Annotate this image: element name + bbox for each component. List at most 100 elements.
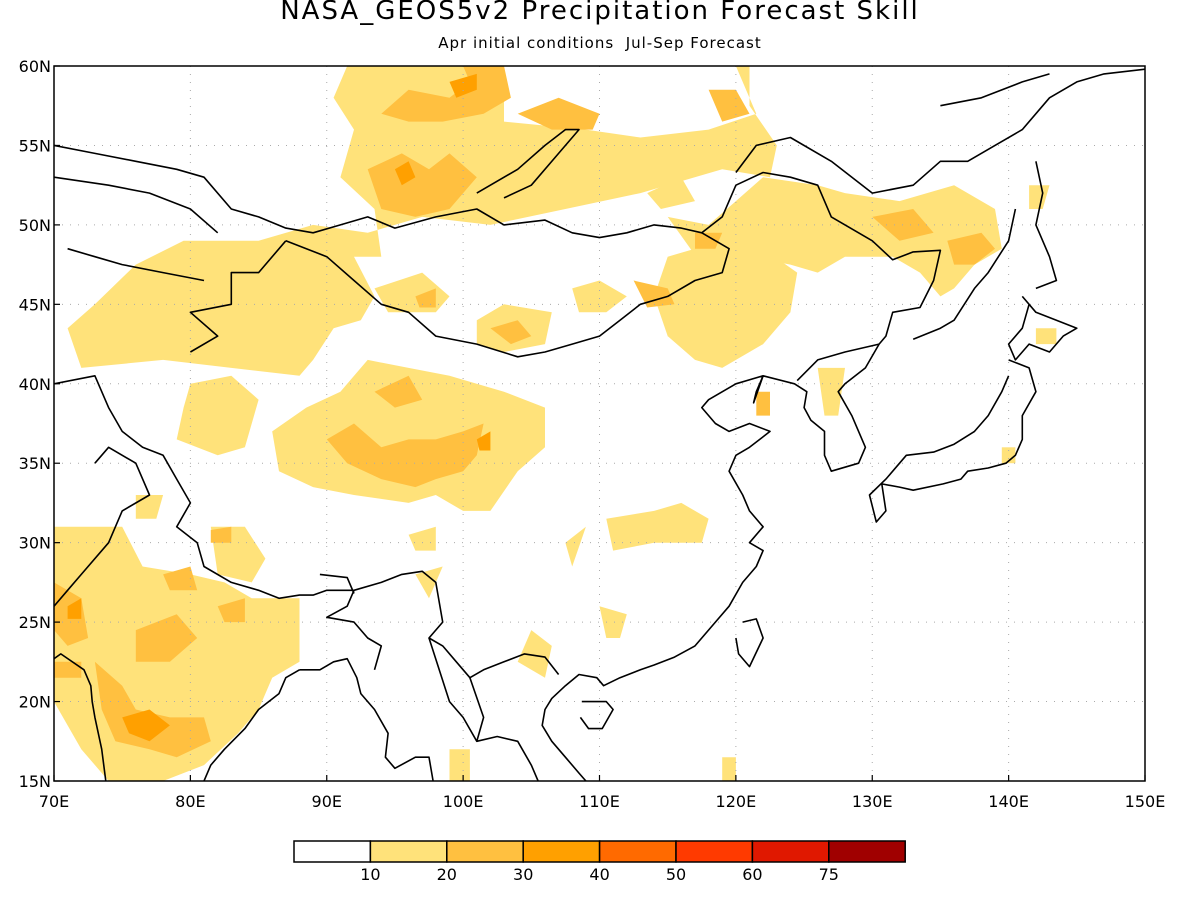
skill-region-c10 <box>599 606 627 638</box>
x-tick-label: 90E <box>312 792 342 811</box>
legend-label: 40 <box>589 865 609 884</box>
coastline-segment <box>54 144 942 781</box>
coastline-segment <box>796 343 880 382</box>
skill-region-c10 <box>67 66 777 376</box>
coastline-segment <box>54 176 219 234</box>
legend-bin <box>828 840 906 863</box>
coastline-segment <box>326 589 383 671</box>
coastline-segment <box>203 669 300 781</box>
y-tick-label: 20N <box>19 693 51 712</box>
skill-region-c20 <box>94 661 211 758</box>
skill-region-c30 <box>67 598 82 619</box>
skill-region-c10 <box>817 367 845 416</box>
coastline-segment <box>912 208 1017 341</box>
skill-region-c20 <box>756 391 770 416</box>
y-tick-label: 15N <box>19 772 51 791</box>
y-axis-ticks: 15N 20N 25N 30N 35N 40N 45N 50N 55N 60N <box>19 57 60 791</box>
skill-region-c20 <box>381 66 511 122</box>
coastline-segment <box>940 73 1050 107</box>
skill-shading <box>54 66 1057 781</box>
skill-region-c10 <box>565 526 586 567</box>
skill-region-c20 <box>695 232 723 249</box>
x-tick-label: 130E <box>852 792 893 811</box>
color-legend: 10 20 30 40 50 60 75 <box>293 840 906 884</box>
legend-bin <box>446 840 524 863</box>
skill-region-c10 <box>135 495 164 519</box>
coastline-segment <box>428 637 478 742</box>
skill-region-c20 <box>415 288 436 308</box>
y-tick-label: 35N <box>19 454 51 473</box>
coastline-segment <box>735 618 764 668</box>
legend-label: 60 <box>742 865 762 884</box>
x-axis-ticks: 70E 80E 90E 100E 110E 120E 130E 140E 150E <box>39 775 1166 811</box>
coastline-segment <box>868 359 1037 523</box>
legend-bin <box>675 840 754 863</box>
skill-region-c20 <box>517 97 600 130</box>
skill-region-c30 <box>394 161 416 186</box>
skill-region-c10 <box>408 526 436 551</box>
coastline-segment <box>1035 161 1058 290</box>
legend-label: 20 <box>437 865 457 884</box>
skill-region-c20 <box>326 423 484 488</box>
coastline-segment <box>54 653 107 781</box>
x-tick-label: 80E <box>175 792 205 811</box>
chart-title: NASA_GEOS5v2 Precipitation Forecast Skil… <box>280 0 920 26</box>
x-tick-label: 110E <box>579 792 620 811</box>
y-tick-label: 30N <box>19 534 51 553</box>
legend-bin <box>293 840 372 863</box>
skill-region-c10 <box>176 375 259 456</box>
skill-region-c10 <box>647 177 695 209</box>
y-tick-label: 50N <box>19 216 51 235</box>
skill-region-c10 <box>1035 328 1057 345</box>
skill-region-c10 <box>572 280 627 313</box>
y-tick-label: 55N <box>19 136 51 155</box>
x-tick-label: 120E <box>716 792 757 811</box>
x-tick-label: 70E <box>39 792 69 811</box>
skill-region-c20 <box>490 320 532 345</box>
skill-region-c30 <box>476 431 491 451</box>
skill-region-c10 <box>606 502 709 551</box>
coastline-segment <box>299 657 434 781</box>
y-tick-label: 40N <box>19 375 51 394</box>
legend-label: 75 <box>819 865 839 884</box>
x-tick-label: 140E <box>988 792 1029 811</box>
skill-region-c10 <box>1029 185 1050 209</box>
skill-region-c20 <box>708 89 750 122</box>
skill-region-c10 <box>449 749 470 781</box>
y-tick-label: 60N <box>19 57 51 76</box>
coastline-segment <box>476 128 580 199</box>
skill-region-c20 <box>210 526 232 543</box>
legend-label: 30 <box>513 865 533 884</box>
x-tick-label: 100E <box>443 792 484 811</box>
legend-label: 10 <box>360 865 380 884</box>
skill-region-c20 <box>163 566 198 591</box>
coastline-segment <box>67 247 205 282</box>
coastline-segment <box>735 68 1145 194</box>
coastline-segment <box>54 375 560 679</box>
chart-subtitle: Apr initial conditions Jul-Sep Forecast <box>438 34 762 52</box>
skill-region-c10 <box>654 248 798 368</box>
skill-region-c30 <box>122 709 170 742</box>
coastline-segment <box>469 677 539 781</box>
coastline-segment <box>54 446 151 607</box>
skill-region-c10 <box>415 566 443 599</box>
skill-region-c20 <box>947 232 995 265</box>
skill-region-c20 <box>217 598 245 623</box>
x-tick-label: 150E <box>1125 792 1166 811</box>
coastline-segment <box>189 240 287 353</box>
skill-region-c20 <box>135 614 198 662</box>
y-tick-label: 25N <box>19 613 51 632</box>
skill-region-c10 <box>517 630 552 678</box>
legend-bin <box>598 840 677 863</box>
skill-region-c10 <box>272 359 545 511</box>
legend-bin <box>369 840 448 863</box>
skill-region-c10 <box>1001 447 1016 464</box>
legend-bin <box>751 840 830 863</box>
legend-label: 50 <box>666 865 686 884</box>
skill-region-c10 <box>722 757 736 781</box>
coastline-segment <box>1007 295 1078 361</box>
skill-region-c30 <box>449 73 477 98</box>
y-tick-label: 45N <box>19 295 51 314</box>
legend-bin <box>522 840 601 863</box>
coastline-segment <box>579 700 614 730</box>
